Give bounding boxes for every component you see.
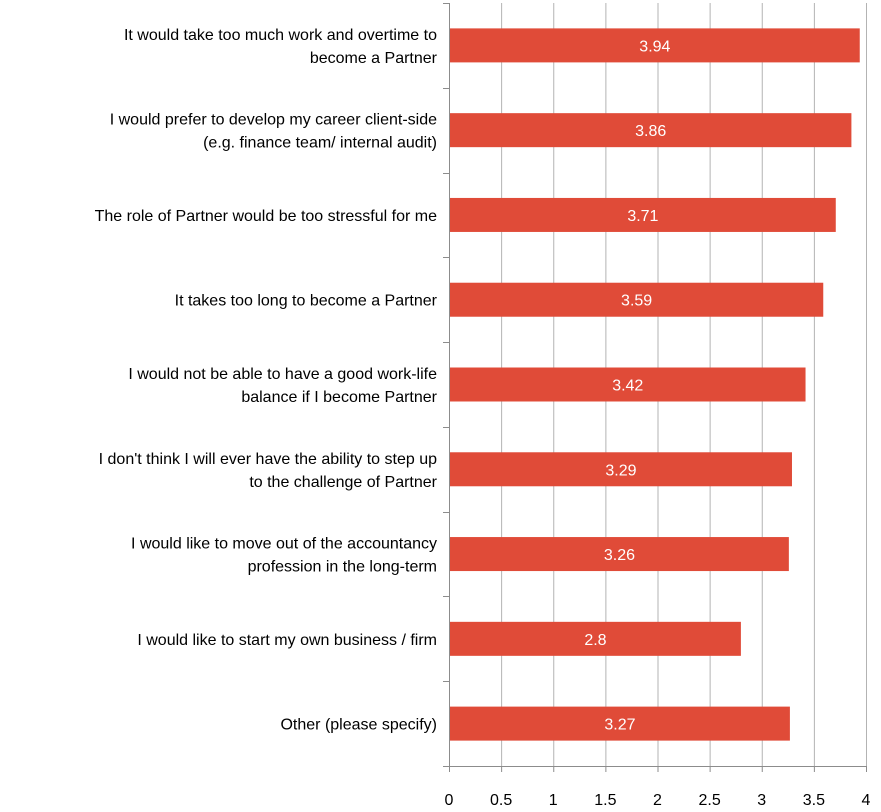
x-tick-label: 2.5 (699, 792, 721, 809)
category-label: I would like to move out of the accounta… (131, 536, 437, 553)
bar (450, 197, 836, 232)
category-label: (e.g. finance team/ internal audit) (203, 135, 437, 152)
x-tick-label: 3.5 (803, 792, 825, 809)
category-label: Other (please specify) (280, 717, 437, 734)
category-label: It would take too much work and overtime… (124, 27, 437, 44)
data-label: 3.94 (639, 38, 670, 55)
x-tick-label: 2 (653, 792, 662, 809)
category-label: to the challenge of Partner (249, 474, 437, 491)
x-tick-label: 1 (549, 792, 558, 809)
data-label: 3.71 (627, 208, 658, 225)
data-label: 2.8 (584, 632, 606, 649)
data-label: 3.27 (604, 717, 635, 734)
category-label: balance if I become Partner (241, 389, 437, 406)
data-label: 3.29 (605, 462, 636, 479)
x-tick-label: 1.5 (594, 792, 616, 809)
x-tick-label: 3 (757, 792, 766, 809)
category-label: The role of Partner would be too stressf… (95, 208, 437, 225)
x-tick-labels: 0 0.5 1 1.5 2 2.5 3 3.5 4 (445, 792, 871, 809)
x-tick-label: 4 (862, 792, 871, 809)
bar (450, 452, 792, 487)
bar (450, 621, 741, 656)
bar (450, 28, 860, 63)
data-label: 3.86 (635, 123, 666, 140)
x-tick-label: 0.5 (490, 792, 512, 809)
bar (450, 282, 824, 317)
category-label: I would not be able to have a good work-… (128, 366, 437, 383)
category-label: I don't think I will ever have the abili… (99, 451, 437, 468)
category-label: I would prefer to develop my career clie… (110, 112, 437, 129)
axes (443, 3, 867, 772)
data-label: 3.59 (621, 293, 652, 310)
x-tick-label: 0 (445, 792, 454, 809)
category-label: I would like to start my own business / … (137, 632, 437, 649)
category-label: profession in the long-term (248, 559, 437, 576)
category-label: It takes too long to become a Partner (175, 293, 438, 310)
bars: 3.94 3.86 3.71 3.59 3.42 3.29 3.26 2.8 3.27 (450, 28, 860, 741)
bar (450, 706, 790, 741)
category-label: become a Partner (310, 50, 438, 67)
bar (450, 367, 806, 402)
bar (450, 113, 852, 148)
bar (450, 537, 789, 572)
category-labels: It would take too much work and overtime… (95, 27, 438, 734)
data-label: 3.26 (604, 547, 635, 564)
data-label: 3.42 (612, 378, 643, 395)
